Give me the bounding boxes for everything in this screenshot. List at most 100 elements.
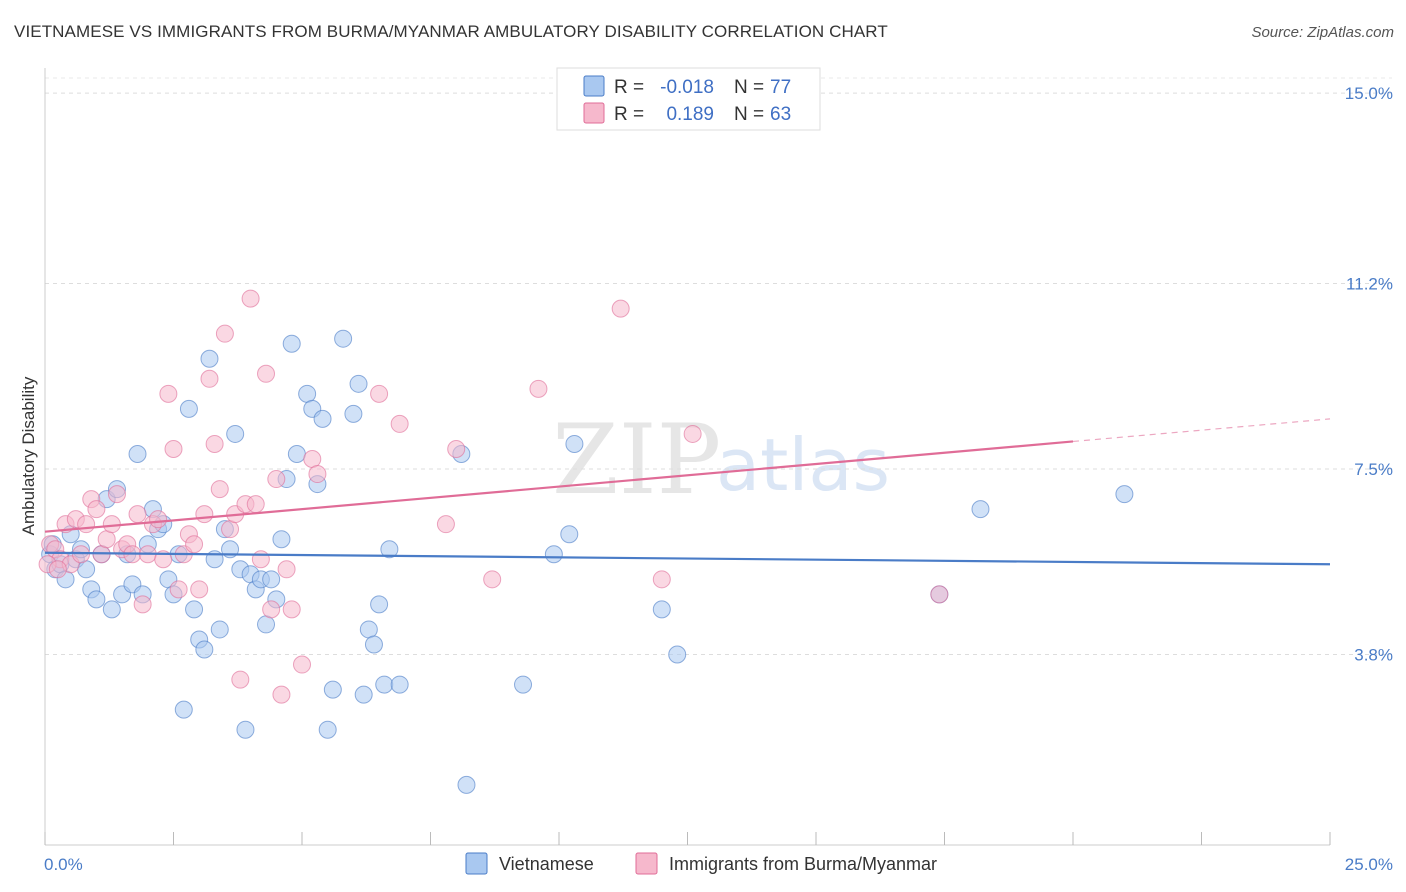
data-point (930, 585, 949, 604)
data-point (262, 570, 281, 589)
data-point (251, 550, 270, 569)
data-point (287, 444, 306, 463)
data-point (190, 580, 209, 599)
data-point (87, 590, 106, 609)
data-point (149, 510, 168, 529)
bottom-legend-swatch-vietnamese (465, 852, 488, 875)
legend-r-label-vietnamese: R = (614, 77, 644, 98)
data-point (77, 515, 96, 534)
data-point (257, 364, 276, 383)
y-tick-label: 3.8% (1354, 646, 1393, 665)
trendline (44, 440, 1074, 533)
watermark-zip: ZIP (552, 404, 721, 516)
data-point (370, 595, 389, 614)
series-burma-points (38, 289, 949, 704)
data-point (200, 349, 219, 368)
data-point (272, 685, 291, 704)
legend: R = -0.018 N = 77 R = 0.189 N = 63 (556, 67, 821, 131)
data-point (97, 530, 116, 549)
data-point (48, 560, 67, 579)
data-point (102, 515, 121, 534)
data-point (349, 374, 368, 393)
data-point (133, 595, 152, 614)
data-point (159, 384, 178, 403)
bottom-legend-swatch-burma (635, 852, 658, 875)
data-point (390, 414, 409, 433)
source-credit: Source: ZipAtlas.com (1251, 24, 1394, 41)
x-tick-label-min: 0.0% (44, 855, 83, 874)
y-tick-label: 11.2% (1346, 275, 1393, 294)
legend-n-value-burma: 63 (770, 104, 791, 125)
data-point (267, 470, 286, 489)
data-point (205, 434, 224, 453)
data-point (560, 525, 579, 544)
bottom-legend-label-burma: Immigrants from Burma/Myanmar (669, 854, 937, 874)
data-point (241, 289, 260, 308)
data-point (195, 505, 214, 524)
data-point (282, 600, 301, 619)
data-point (544, 545, 563, 564)
x-ticks (44, 832, 1331, 845)
y-axis-label: Ambulatory Disability (19, 376, 38, 535)
data-point (370, 384, 389, 403)
trendline-extension (1072, 418, 1331, 443)
data-point (334, 329, 353, 348)
data-point (169, 580, 188, 599)
data-point (514, 675, 533, 694)
data-point (226, 424, 245, 443)
data-point (257, 615, 276, 634)
data-point (323, 680, 342, 699)
legend-n-label-vietnamese: N = (734, 77, 764, 98)
data-point (375, 675, 394, 694)
legend-r-label-burma: R = (614, 104, 644, 125)
y-tick-label: 7.5% (1354, 460, 1393, 479)
data-point (668, 645, 687, 664)
data-point (71, 545, 90, 564)
data-point (303, 450, 322, 469)
data-point (210, 480, 229, 499)
data-point (483, 570, 502, 589)
data-point (200, 369, 219, 388)
data-point (344, 404, 363, 423)
data-point (436, 515, 455, 534)
data-point (298, 384, 317, 403)
legend-r-value-vietnamese: -0.018 (660, 77, 714, 98)
chart-title: VIETNAMESE VS IMMIGRANTS FROM BURMA/MYAN… (14, 22, 888, 41)
data-point (221, 520, 240, 539)
data-point (529, 379, 548, 398)
data-point (262, 600, 281, 619)
data-point (272, 530, 291, 549)
data-point (215, 324, 234, 343)
data-point (154, 550, 173, 569)
legend-swatch-vietnamese (583, 75, 605, 97)
y-tick-label: 15.0% (1345, 84, 1393, 103)
data-point (107, 485, 126, 504)
data-point (364, 635, 383, 654)
data-point (447, 439, 466, 458)
bottom-legend-label-vietnamese: Vietnamese (499, 854, 594, 874)
data-point (1115, 485, 1134, 504)
y-tick-labels: 3.8% 7.5% 11.2% 15.0% (1345, 84, 1393, 664)
data-point (652, 600, 671, 619)
data-point (246, 495, 265, 514)
data-point (277, 560, 296, 579)
data-point (231, 670, 250, 689)
data-point (683, 424, 702, 443)
data-point (77, 560, 96, 579)
data-point (102, 600, 121, 619)
data-point (359, 620, 378, 639)
data-point (179, 399, 198, 418)
data-point (185, 600, 204, 619)
data-point (390, 675, 409, 694)
trendlines (44, 418, 1331, 566)
legend-swatch-burma (583, 102, 605, 124)
data-point (318, 720, 337, 739)
data-point (87, 500, 106, 519)
legend-r-value-burma: 0.189 (666, 104, 714, 125)
data-point (164, 439, 183, 458)
legend-n-label-burma: N = (734, 104, 764, 125)
data-point (185, 535, 204, 554)
data-point (565, 434, 584, 453)
data-point (457, 775, 476, 794)
